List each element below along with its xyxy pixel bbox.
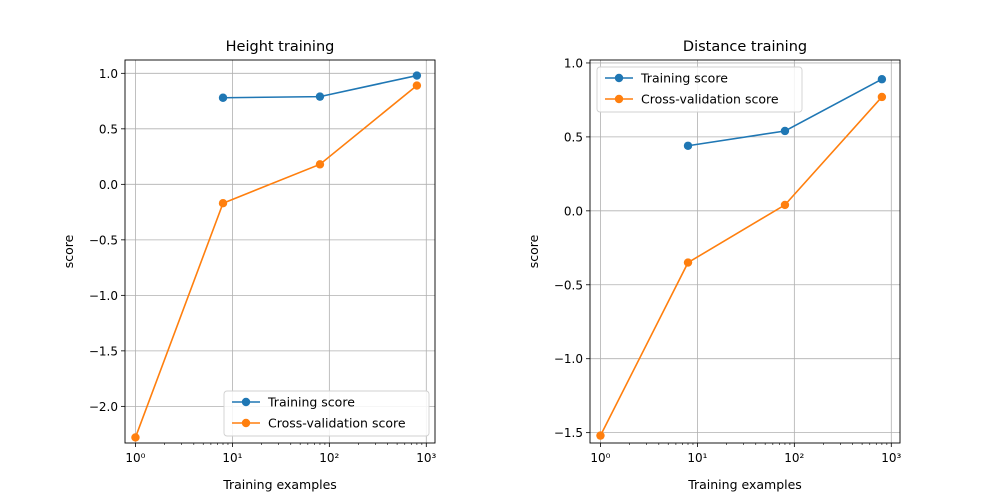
chart-title: Height training xyxy=(226,39,335,55)
y-tick-label: 1.0 xyxy=(564,56,583,70)
x-tick-label: 10³ xyxy=(881,451,901,465)
legend-marker xyxy=(241,418,251,428)
legend: Training score Cross-validation score xyxy=(596,66,803,113)
y-tick-label: 1.0 xyxy=(99,67,118,81)
x-tick-label: 10¹ xyxy=(222,451,242,465)
series-cross-validation-score xyxy=(131,81,422,442)
y-tick-label: −0.5 xyxy=(554,278,583,292)
data-point xyxy=(131,433,140,442)
x-axis-label: Training examples xyxy=(687,477,802,492)
y-axis-label: score xyxy=(61,234,76,268)
data-point xyxy=(683,141,693,150)
y-tick-label: −1.5 xyxy=(554,426,583,440)
series-training-score xyxy=(683,75,887,150)
series-cross-validation-score xyxy=(596,92,887,440)
data-point xyxy=(218,199,228,208)
x-tick-label: 10¹ xyxy=(687,451,707,465)
data-point xyxy=(877,92,887,102)
legend-label: Cross-validation score xyxy=(268,416,406,431)
grid xyxy=(125,60,435,443)
legend-box xyxy=(596,66,803,113)
legend-label: Cross-validation score xyxy=(641,92,779,107)
y-tick-label: −1.0 xyxy=(89,289,118,303)
chart-distance-training: Distance training Training examples scor… xyxy=(526,39,902,492)
legend-marker xyxy=(241,397,251,407)
legend-label: Training score xyxy=(640,71,728,86)
plot-frame xyxy=(124,59,436,444)
data-point xyxy=(315,160,325,169)
grid xyxy=(590,60,900,443)
y-tick-label: 0.0 xyxy=(99,178,118,192)
x-tick-label: 10² xyxy=(784,451,804,465)
chart-title: Distance training xyxy=(683,39,807,55)
data-point xyxy=(683,258,693,267)
series-line xyxy=(599,96,883,436)
legend-marker xyxy=(614,94,624,104)
y-tick-label: −0.5 xyxy=(89,233,118,247)
legend: Training score Cross-validation score xyxy=(223,390,430,437)
series-line xyxy=(134,84,418,438)
x-axis-label: Training examples xyxy=(222,477,337,492)
data-point xyxy=(218,93,228,102)
chart-height-training: Height training Training examples score … xyxy=(61,39,437,492)
x-tick-label: 10² xyxy=(319,451,339,465)
series-training-score xyxy=(218,71,422,102)
y-tick-label: −2.0 xyxy=(89,400,118,414)
y-axis-label: score xyxy=(526,234,541,268)
data-point xyxy=(412,71,422,80)
data-point xyxy=(412,81,422,90)
data-point xyxy=(877,75,887,84)
x-tick-label: 10⁰ xyxy=(125,451,145,465)
legend-box xyxy=(223,390,430,437)
y-tick-label: 0.0 xyxy=(564,204,583,218)
data-point xyxy=(780,200,790,210)
y-tick-label: 0.5 xyxy=(564,130,583,144)
y-tick-label: −1.5 xyxy=(89,344,118,358)
legend-label: Training score xyxy=(267,395,355,410)
plot-frame xyxy=(589,59,901,444)
x-tick-label: 10³ xyxy=(416,451,436,465)
data-point xyxy=(315,92,325,101)
y-tick-label: 0.5 xyxy=(99,122,118,136)
y-tick-label: −1.0 xyxy=(554,352,583,366)
data-point xyxy=(596,431,605,440)
data-point xyxy=(780,126,790,136)
x-tick-label: 10⁰ xyxy=(590,451,610,465)
legend-marker xyxy=(614,73,624,83)
